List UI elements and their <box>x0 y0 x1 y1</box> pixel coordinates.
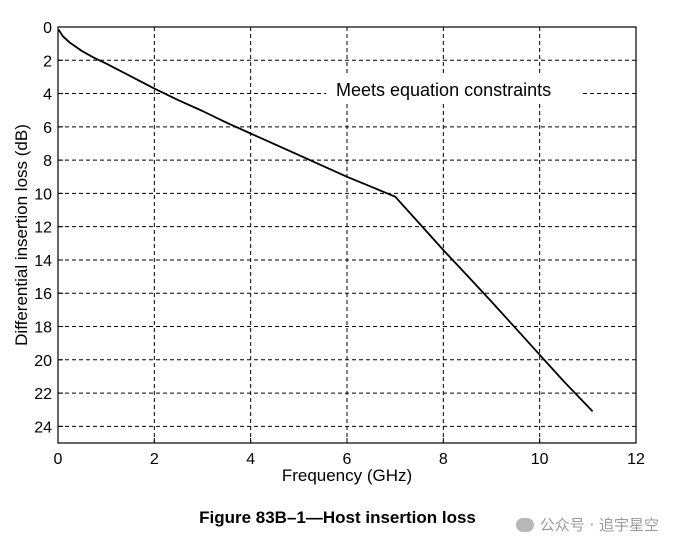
y-axis-title: Differential insertion loss (dB) <box>12 124 31 346</box>
x-tick-label: 0 <box>54 451 63 468</box>
y-tick-label: 4 <box>43 87 52 104</box>
x-tick-label: 10 <box>531 451 549 468</box>
x-tick-label: 6 <box>343 451 352 468</box>
y-tick-label: 22 <box>34 386 52 403</box>
y-tick-label: 24 <box>34 419 52 436</box>
y-tick-label: 12 <box>34 220 52 237</box>
watermark-text: 公众号 · 追宇星空 <box>539 516 659 534</box>
x-tick-label: 4 <box>246 451 255 468</box>
y-tick-label: 16 <box>34 286 52 303</box>
series-line <box>57 29 594 413</box>
y-tick-label: 10 <box>34 186 52 203</box>
figure-caption: Figure 83B–1—Host insertion loss <box>199 508 476 527</box>
y-tick-label: 0 <box>43 20 52 37</box>
annotation-group: Meets equation constraints <box>326 74 582 104</box>
y-tick-label: 2 <box>43 53 52 70</box>
y-tick-label: 18 <box>34 320 52 337</box>
y-tick-label: 20 <box>34 353 52 370</box>
x-tick-label: 8 <box>439 451 448 468</box>
y-tick-label: 8 <box>43 153 52 170</box>
annotation-background <box>326 74 582 104</box>
x-tick-label: 12 <box>627 451 645 468</box>
x-tick-label: 2 <box>150 451 159 468</box>
y-tick-label: 6 <box>43 120 52 137</box>
watermark: 公众号 · 追宇星空 <box>515 514 659 535</box>
y-tick-label: 14 <box>34 253 52 270</box>
annotation-text: Meets equation constraints <box>336 80 551 100</box>
series-group <box>57 29 594 413</box>
wechat-icon <box>515 517 534 532</box>
x-axis-title: Frequency (GHz) <box>282 466 412 485</box>
